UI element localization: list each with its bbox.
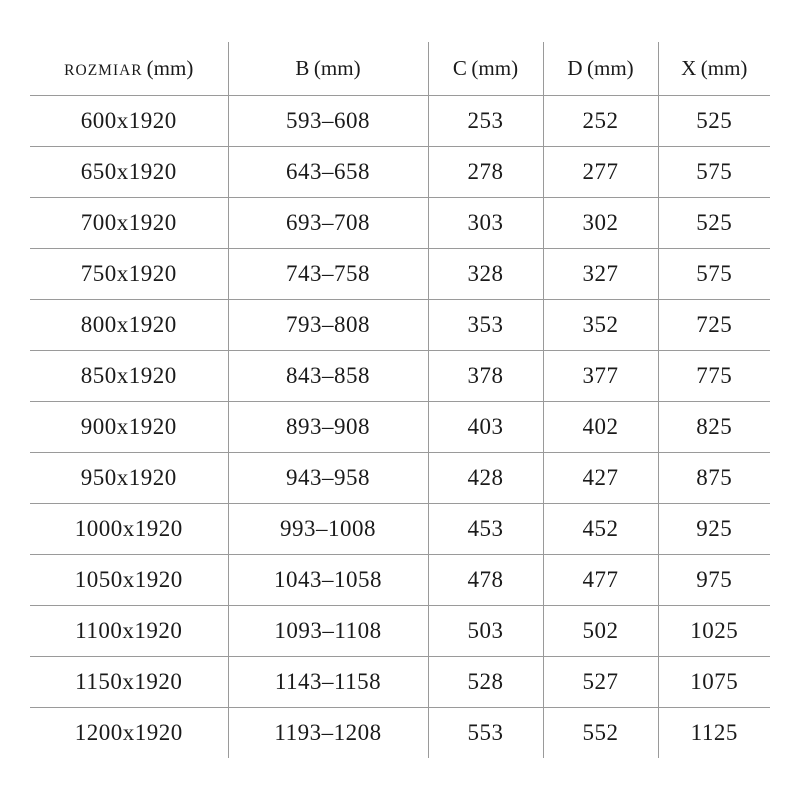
table-cell: 875 [657,451,770,504]
table-cell: 402 [542,400,659,453]
table-cell: 800x1920 [30,298,229,351]
table-cell: 725 [657,298,770,351]
table-cell: 925 [657,502,770,555]
table-cell: 525 [657,94,770,147]
table-cell: 1200x1920 [30,706,229,758]
table-row: 950x1920 943–958 428 427 875 [30,451,770,504]
table-cell: 850x1920 [30,349,229,402]
header-unit: (mm) [700,55,748,80]
table-cell: 378 [427,349,544,402]
table-cell: 377 [542,349,659,402]
table-row: 600x1920 593–608 253 252 525 [30,94,770,147]
table-cell: 693–708 [227,196,429,249]
table-row: 650x1920 643–658 278 277 575 [30,145,770,198]
table-header-row: ROZMIAR (mm) B (mm) C (mm) D (mm) X (mm) [30,42,770,96]
table-cell: 278 [427,145,544,198]
table-cell: 1100x1920 [30,604,229,657]
table-cell: 252 [542,94,659,147]
table-cell: 775 [657,349,770,402]
table-cell: 1150x1920 [30,655,229,708]
header-cell-d: D (mm) [542,42,659,96]
table-cell: 1025 [657,604,770,657]
table-cell: 950x1920 [30,451,229,504]
header-cell-c: C (mm) [427,42,544,96]
table-cell: 478 [427,553,544,606]
table-cell: 253 [427,94,544,147]
table-cell: 575 [657,247,770,300]
header-label: ROZMIAR [64,61,143,79]
header-label: D [567,55,583,80]
table-cell: 302 [542,196,659,249]
table-cell: 1050x1920 [30,553,229,606]
table-cell: 303 [427,196,544,249]
table-cell: 352 [542,298,659,351]
table-cell: 277 [542,145,659,198]
table-cell: 793–808 [227,298,429,351]
table-row: 1000x1920 993–1008 453 452 925 [30,502,770,555]
header-cell-rozmiar: ROZMIAR (mm) [30,42,229,96]
table-cell: 993–1008 [227,502,429,555]
table-row: 900x1920 893–908 403 402 825 [30,400,770,453]
table-cell: 403 [427,400,544,453]
header-cell-b: B (mm) [227,42,429,96]
header-cell-x: X (mm) [657,42,770,96]
table-cell: 600x1920 [30,94,229,147]
table-row: 1200x1920 1193–1208 553 552 1125 [30,706,770,758]
table-cell: 975 [657,553,770,606]
table-body: 600x1920 593–608 253 252 525 650x1920 643–658 2… [30,94,770,758]
header-unit: (mm) [587,55,634,80]
table-cell: 327 [542,247,659,300]
table-cell: 1193–1208 [227,706,429,758]
table-row: 1150x1920 1143–1158 528 527 1075 [30,655,770,708]
table-cell: 650x1920 [30,145,229,198]
header-unit: (mm) [471,55,519,80]
size-table-container: ROZMIAR (mm) B (mm) C (mm) D (mm) X (mm) 600x1920… [30,42,770,758]
table-row: 700x1920 693–708 303 302 525 [30,196,770,249]
table-cell: 552 [542,706,659,758]
table-cell: 1143–1158 [227,655,429,708]
table-cell: 825 [657,400,770,453]
header-unit: (mm) [146,55,194,80]
table-cell: 593–608 [227,94,429,147]
table-cell: 1075 [657,655,770,708]
size-table: ROZMIAR (mm) B (mm) C (mm) D (mm) X (mm) 600x1920… [30,42,770,758]
table-cell: 527 [542,655,659,708]
table-cell: 453 [427,502,544,555]
table-cell: 700x1920 [30,196,229,249]
table-cell: 743–758 [227,247,429,300]
table-cell: 893–908 [227,400,429,453]
table-cell: 843–858 [227,349,429,402]
table-row: 850x1920 843–858 378 377 775 [30,349,770,402]
table-cell: 328 [427,247,544,300]
table-cell: 353 [427,298,544,351]
table-row: 1050x1920 1043–1058 478 477 975 [30,553,770,606]
table-cell: 1093–1108 [227,604,429,657]
header-label: X [681,55,697,80]
table-row: 800x1920 793–808 353 352 725 [30,298,770,351]
header-label: B [295,55,310,80]
table-cell: 943–958 [227,451,429,504]
header-label: C [452,55,468,80]
table-cell: 1125 [657,706,770,758]
table-cell: 575 [657,145,770,198]
table-cell: 750x1920 [30,247,229,300]
table-cell: 528 [427,655,544,708]
table-cell: 1000x1920 [30,502,229,555]
table-cell: 427 [542,451,659,504]
table-cell: 643–658 [227,145,429,198]
table-cell: 452 [542,502,659,555]
table-cell: 428 [427,451,544,504]
table-cell: 477 [542,553,659,606]
table-cell: 503 [427,604,544,657]
table-cell: 502 [542,604,659,657]
table-header: ROZMIAR (mm) B (mm) C (mm) D (mm) X (mm) [30,42,770,96]
table-cell: 900x1920 [30,400,229,453]
table-cell: 1043–1058 [227,553,429,606]
table-row: 1100x1920 1093–1108 503 502 1025 [30,604,770,657]
table-cell: 553 [427,706,544,758]
table-cell: 525 [657,196,770,249]
table-row: 750x1920 743–758 328 327 575 [30,247,770,300]
header-unit: (mm) [313,55,361,80]
